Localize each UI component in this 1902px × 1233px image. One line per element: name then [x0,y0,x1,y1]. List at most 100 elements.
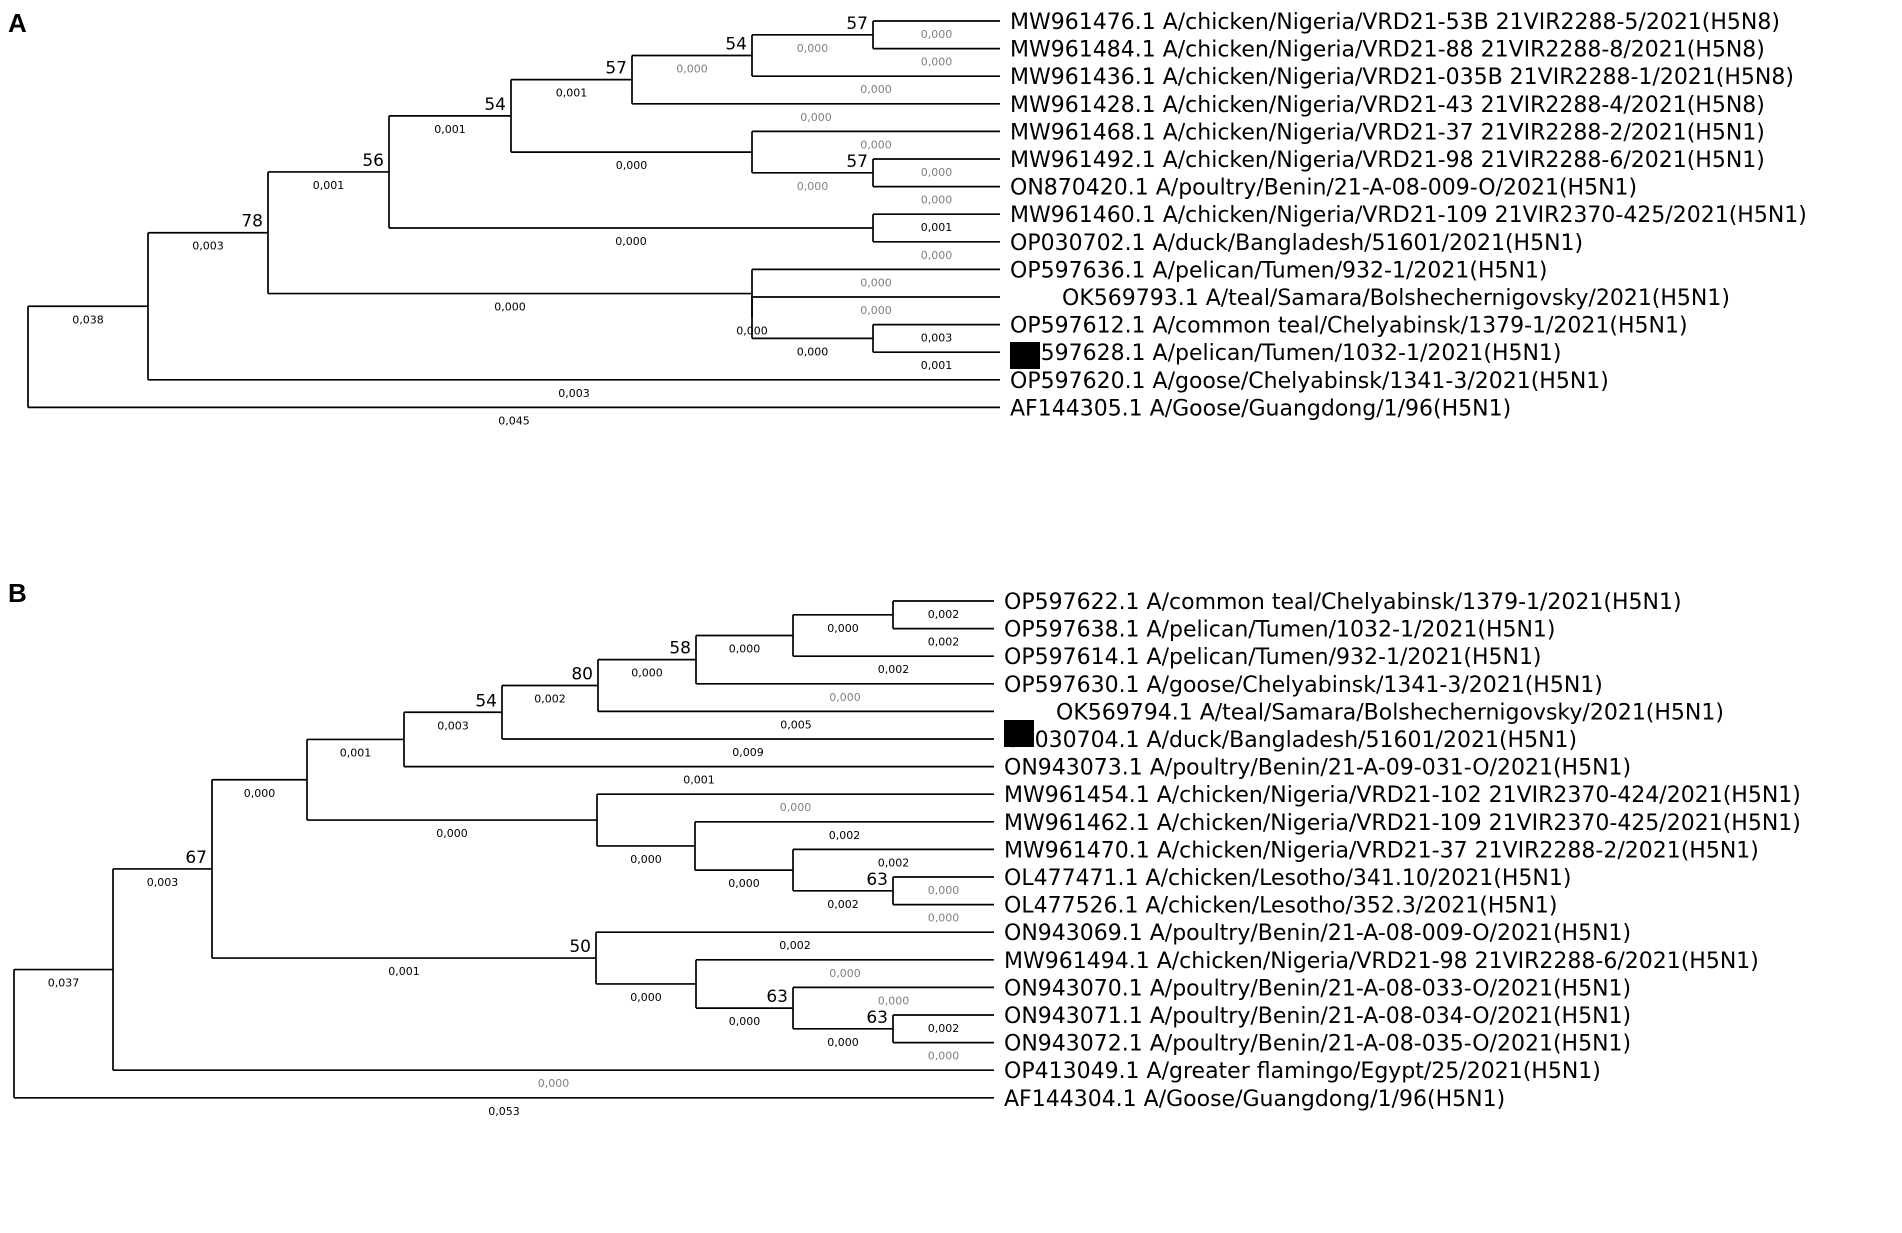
bootstrap-value: 58 [669,639,691,659]
leaf-label: MW961460.1 A/chicken/Nigeria/VRD21-109 2… [1010,203,1807,228]
bootstrap-value: 63 [866,870,888,890]
leaf-label: ON870420.1 A/poultry/Benin/21-A-08-009-O… [1010,176,1637,201]
branch-length-label: 0,037 [48,977,80,990]
branch-length-label: 0,000 [729,643,761,656]
branch-length-label: 0,000 [631,667,663,680]
leaf-label: ON943069.1 A/poultry/Benin/21-A-08-009-O… [1004,921,1631,946]
bootstrap-value: 50 [569,937,591,957]
branch-length-label: 0,000 [928,1050,960,1063]
branch-length-label: 0,000 [630,991,662,1004]
panel-label: A [8,8,27,38]
leaf-label: OP597612.1 A/common teal/Chelyabinsk/137… [1010,314,1688,339]
branch-length-label: 0,000 [860,276,892,289]
branch-length-label: 0,002 [878,856,910,869]
branch-length-label: 0,002 [779,939,811,952]
leaf-label: OP597614.1 A/pelican/Tumen/932-1/2021(H5… [1004,645,1542,670]
branch-length-label: 0,000 [860,138,892,151]
branch-length-label: 0,000 [630,853,662,866]
leaf-label: AF144305.1 A/Goose/Guangdong/1/96(H5N1) [1010,396,1511,421]
leaf-label: MW961436.1 A/chicken/Nigeria/VRD21-035B … [1010,65,1794,90]
leaf-label: MW961470.1 A/chicken/Nigeria/VRD21-37 21… [1004,838,1759,863]
branch-length-label: 0,005 [780,718,812,731]
leaf-label: MW961428.1 A/chicken/Nigeria/VRD21-43 21… [1010,93,1765,118]
bootstrap-value: 67 [185,848,207,868]
branch-length-label: 0,000 [860,304,892,317]
branch-length-label: 0,000 [244,787,276,800]
leaf-label: OP597636.1 A/pelican/Tumen/932-1/2021(H5… [1010,258,1548,283]
branch-length-label: 0,000 [921,194,953,207]
branch-length-label: 0,000 [538,1077,570,1090]
branch-length-label: 0,000 [676,63,708,76]
branch-length-label: 0,003 [921,332,953,345]
branch-length-label: 0,009 [732,746,764,759]
branch-length-label: 0,000 [921,249,953,262]
branch-length-label: 0,000 [921,166,953,179]
bootstrap-value: 57 [846,152,868,172]
branch-length-label: 0,001 [921,359,953,372]
branch-length-label: 0,002 [878,663,910,676]
leaf-label: ON943072.1 A/poultry/Benin/21-A-08-035-O… [1004,1032,1631,1057]
branch-length-label: 0,003 [558,387,590,400]
tree-panel-a: A 0,000 MW961476.1 A/chicken/Nigeria/VRD21… [8,8,1807,427]
bootstrap-value: 57 [846,14,868,34]
branch-length-label: 0,000 [436,827,468,840]
leaf-label: MW961468.1 A/chicken/Nigeria/VRD21-37 21… [1010,120,1765,145]
leaf-label: OP597628.1 A/pelican/Tumen/1032-1/2021(H… [1010,341,1562,366]
bootstrap-value: 56 [362,151,384,171]
leaf-label: OP030702.1 A/duck/Bangladesh/51601/2021(… [1010,231,1583,256]
branch-length-label: 0,000 [780,801,812,814]
bootstrap-value: 54 [725,35,747,55]
bootstrap-value: 63 [866,1008,888,1028]
leaf-label: OP597638.1 A/pelican/Tumen/1032-1/2021(H… [1004,618,1556,643]
leaf-label: ON943073.1 A/poultry/Benin/21-A-09-031-O… [1004,756,1631,781]
branch-length-label: 0,000 [797,180,829,193]
branch-length-label: 0,002 [829,829,861,842]
leaf-label: OP030704.1 A/duck/Bangladesh/51601/2021(… [1004,728,1577,753]
bootstrap-value: 54 [475,691,497,711]
branch-length-label: 0,000 [928,884,960,897]
branch-length-label: 0,001 [556,87,588,100]
bootstrap-value: 57 [605,59,627,79]
branch-length-label: 0,003 [192,240,224,253]
branch-length-label: 0,000 [878,994,910,1007]
branch-length-label: 0,000 [921,28,953,41]
branch-length-label: 0,000 [827,622,859,635]
branch-length-label: 0,002 [928,608,960,621]
branch-length-label: 0,000 [827,1036,859,1049]
leaf-label: OP597622.1 A/common teal/Chelyabinsk/137… [1004,590,1682,615]
highlight-square-marker [1004,720,1034,747]
bootstrap-value: 80 [571,665,593,685]
leaf-label: OP597630.1 A/goose/Chelyabinsk/1341-3/20… [1004,673,1603,698]
leaf-label: AF144304.1 A/Goose/Guangdong/1/96(H5N1) [1004,1087,1505,1112]
branch-length-label: 0,000 [829,691,861,704]
branch-length-label: 0,000 [729,1015,761,1028]
branch-length-label: 0,001 [388,965,420,978]
leaf-label: ON943070.1 A/poultry/Benin/21-A-08-033-O… [1004,976,1631,1001]
branch-length-label: 0,053 [488,1105,520,1118]
leaf-label: ON943071.1 A/poultry/Benin/21-A-08-034-O… [1004,1004,1631,1029]
leaf-label: MW961494.1 A/chicken/Nigeria/VRD21-98 21… [1004,949,1759,974]
leaf-label: OP597620.1 A/goose/Chelyabinsk/1341-3/20… [1010,369,1609,394]
branch-length-label: 0,002 [928,636,960,649]
leaf-label: MW961484.1 A/chicken/Nigeria/VRD21-88 21… [1010,38,1765,63]
branch-length-label: 0,003 [147,876,179,889]
leaf-label: MW961476.1 A/chicken/Nigeria/VRD21-53B 2… [1010,10,1780,35]
bootstrap-value: 54 [484,95,506,115]
branch-length-label: 0,000 [797,42,829,55]
branch-length-label: 0,002 [534,693,566,706]
branch-length-label: 0,001 [313,179,345,192]
leaf-label: OK569794.1 A/teal/Samara/Bolshechernigov… [1056,700,1724,725]
branch-length-label: 0,000 [928,912,960,925]
leaf-label: MW961492.1 A/chicken/Nigeria/VRD21-98 21… [1010,148,1765,173]
branch-length-label: 0,001 [340,746,372,759]
branch-length-label: 0,045 [498,414,530,427]
branch-length-label: 0,000 [616,159,648,172]
branch-length-label: 0,000 [829,967,861,980]
branch-length-label: 0,000 [615,235,647,248]
tree-panel-b: B 0,002 OP597622.1 A/common teal/Chelyabin… [8,578,1801,1118]
branch-length-label: 0,000 [860,83,892,96]
highlight-square-marker [1010,342,1040,369]
leaf-label: MW961462.1 A/chicken/Nigeria/VRD21-109 2… [1004,811,1801,836]
leaf-label: OP413049.1 A/greater flamingo/Egypt/25/2… [1004,1059,1601,1084]
